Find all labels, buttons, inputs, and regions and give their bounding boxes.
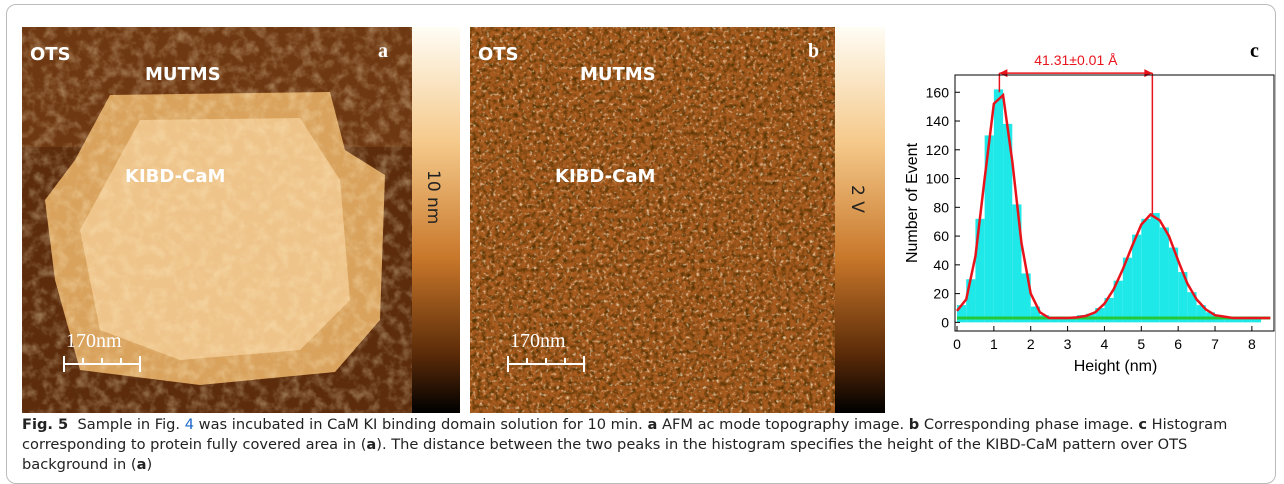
region-label: KIBD-CaM [555, 166, 655, 187]
page: {"panels":{"a":{"label":"a","ots":"OTS",… [0, 0, 1284, 477]
y-tick-label: 160 [926, 84, 950, 100]
annotation-text: 41.31±0.01 Å [1034, 52, 1118, 68]
y-tick-label: 60 [933, 228, 949, 244]
y-tick-label: 80 [933, 199, 949, 215]
histogram-bar [1151, 213, 1160, 322]
colorbar [835, 27, 885, 413]
y-axis-label: Number of Event [904, 142, 921, 263]
region-label: OTS [30, 44, 71, 65]
y-tick-label: 140 [926, 113, 950, 129]
figure-link[interactable]: 4 [185, 416, 194, 433]
x-axis-label: Height (nm) [1074, 358, 1158, 375]
caption-text: a [366, 436, 376, 453]
histogram-bar [1160, 227, 1169, 322]
region-label: KIBD-CaM [125, 166, 225, 187]
scale-bar-label: 170nm [510, 330, 566, 352]
histogram-bar [1132, 235, 1141, 323]
panel-label: c [1250, 40, 1259, 62]
figure-caption: Fig. 5 Sample in Fig. 4 was incubated in… [22, 415, 1262, 475]
x-tick-label: 4 [1101, 336, 1109, 352]
histogram-bar [966, 279, 975, 322]
x-tick-label: 5 [1137, 336, 1145, 352]
x-tick-label: 3 [1064, 336, 1072, 352]
caption-text: AFM ac mode topography image. [657, 416, 908, 433]
panel-label: a [378, 40, 388, 62]
caption-text: Sample in Fig. [77, 416, 184, 433]
region-label: MUTMS [145, 64, 221, 85]
x-tick-label: 1 [990, 336, 998, 352]
caption-text: Fig. 5 [22, 416, 68, 433]
caption-text: c [1138, 416, 1147, 433]
y-tick-label: 0 [941, 314, 949, 330]
caption-text: Corresponding phase image. [919, 416, 1138, 433]
x-tick-label: 2 [1027, 336, 1035, 352]
y-tick-label: 20 [933, 286, 949, 302]
caption-text: ) [146, 456, 152, 473]
histogram-bar [1141, 219, 1150, 323]
y-tick-label: 120 [926, 142, 950, 158]
x-tick-label: 0 [953, 336, 961, 352]
y-tick-label: 40 [933, 257, 949, 273]
figure-panels: OTS MUTMS KIBD-CaM a 170nm 10 nm OTS MUT… [0, 0, 1284, 415]
x-tick-label: 7 [1211, 336, 1219, 352]
scale-bar-label: 170nm [66, 330, 122, 352]
x-tick-label: 6 [1174, 336, 1182, 352]
caption-text: a [137, 456, 147, 473]
colorbar-label: 10 nm [423, 170, 443, 224]
histogram-bar [994, 89, 1003, 322]
caption-text: b [909, 416, 919, 433]
colorbar-label: 2 V [847, 185, 867, 213]
region-label: MUTMS [580, 64, 656, 85]
caption-text: a [647, 416, 657, 433]
x-tick-label: 8 [1248, 336, 1256, 352]
region-label: OTS [478, 44, 519, 65]
panel-label: b [808, 40, 819, 62]
y-tick-label: 100 [926, 171, 950, 187]
caption-text: was incubated in CaM KI binding domain s… [194, 416, 647, 433]
